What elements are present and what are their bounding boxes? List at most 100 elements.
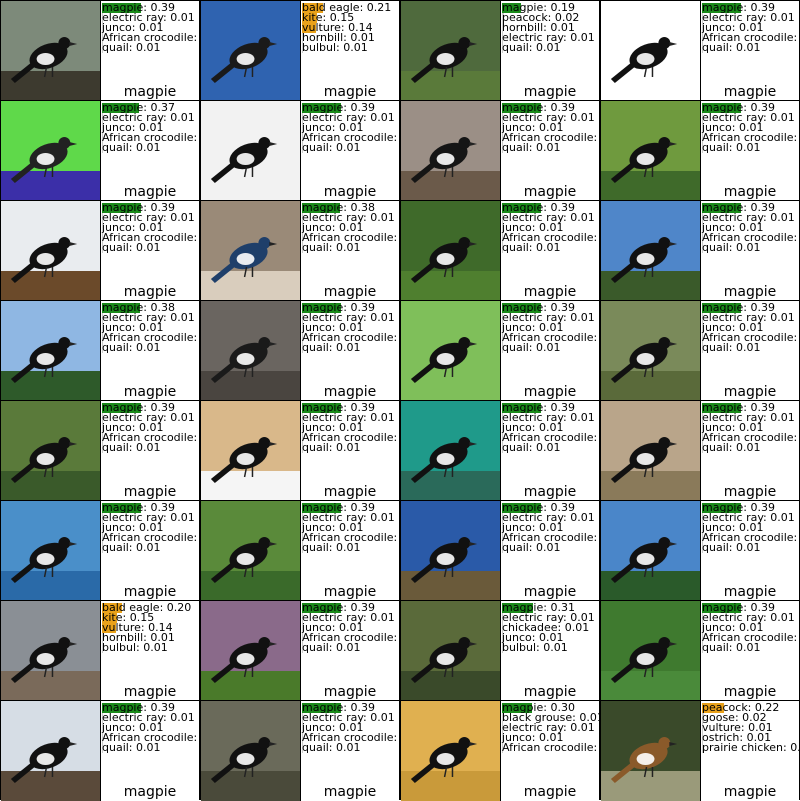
prediction-row: junco: 0.01 bbox=[302, 322, 399, 333]
prediction-row: quail: 0.01 bbox=[502, 542, 599, 553]
prediction-row: quail: 0.01 bbox=[102, 542, 199, 553]
result-cell: magpie: 0.39 electric ray: 0.01 junco: 0.0… bbox=[600, 500, 800, 601]
prediction-list: magpie: 0.39 electric ray: 0.01 junco: 0.0… bbox=[102, 402, 199, 453]
prediction-text: African crocodile: 0.01 bbox=[302, 231, 399, 244]
confidence-bar bbox=[702, 23, 703, 33]
prediction-text: junco: 0.01 bbox=[102, 121, 164, 134]
prediction-text: African crocodile: 0.01 bbox=[502, 741, 599, 754]
prediction-text: African crocodile: 0.01 bbox=[102, 531, 199, 544]
prediction-list: magpie: 0.39 electric ray: 0.01 junco: 0.0… bbox=[302, 502, 399, 553]
confidence-bar bbox=[502, 213, 503, 223]
confidence-bar bbox=[702, 143, 703, 153]
prediction-text: magpie: 0.39 bbox=[102, 701, 175, 714]
prediction-row: junco: 0.01 bbox=[102, 322, 199, 333]
confidence-bar bbox=[502, 543, 503, 553]
prediction-panel: magpie: 0.39 electric ray: 0.01 junco: 0.0… bbox=[300, 301, 399, 401]
prediction-row: magpie: 0.39 bbox=[302, 302, 399, 313]
prediction-text: junco: 0.01 bbox=[102, 421, 164, 434]
prediction-row: quail: 0.01 bbox=[302, 442, 399, 453]
result-cell: magpie: 0.38 electric ray: 0.01 junco: 0.0… bbox=[0, 300, 200, 401]
confidence-bar bbox=[302, 743, 303, 753]
prediction-text: junco: 0.01 bbox=[302, 221, 364, 234]
prediction-text: junco: 0.01 bbox=[102, 721, 164, 734]
prediction-row: African crocodile: 0.01 bbox=[502, 741, 599, 754]
confidence-bar bbox=[702, 623, 703, 633]
prediction-row: quail: 0.01 bbox=[702, 542, 799, 553]
prediction-panel: magpie: 0.37 electric ray: 0.01 junco: 0.0… bbox=[100, 101, 199, 201]
prediction-text: magpie: 0.38 bbox=[302, 201, 375, 214]
prediction-row: magpie: 0.38 bbox=[302, 201, 399, 214]
confidence-bar bbox=[102, 603, 122, 613]
bird-photo bbox=[1, 701, 100, 801]
prediction-row: quail: 0.01 bbox=[702, 442, 799, 453]
confidence-bar bbox=[502, 503, 541, 513]
confidence-bar bbox=[302, 103, 341, 113]
prediction-text: magpie: 0.39 bbox=[302, 401, 375, 414]
prediction-text: electric ray: 0.01 bbox=[702, 611, 795, 624]
ground-truth-label: magpie bbox=[123, 84, 177, 100]
confidence-bar bbox=[102, 3, 141, 13]
confidence-bar bbox=[502, 113, 503, 123]
prediction-row: vulture: 0.01 bbox=[702, 722, 799, 733]
prediction-row: quail: 0.01 bbox=[502, 442, 599, 453]
prediction-text: junco: 0.01 bbox=[702, 421, 764, 434]
ground-truth-label: magpie bbox=[323, 784, 377, 800]
prediction-text: quail: 0.01 bbox=[302, 741, 361, 754]
confidence-bar bbox=[502, 743, 503, 753]
prediction-text: magpie: 0.39 bbox=[702, 501, 775, 514]
confidence-bar bbox=[502, 713, 503, 723]
prediction-row: electric ray: 0.01 bbox=[502, 411, 599, 424]
confidence-bar bbox=[102, 313, 103, 323]
prediction-text: African crocodile: 0.01 bbox=[102, 31, 199, 44]
prediction-row: bulbul: 0.01 bbox=[102, 642, 199, 653]
confidence-bar bbox=[302, 543, 303, 553]
confidence-bar bbox=[302, 223, 303, 233]
confidence-bar bbox=[502, 523, 503, 533]
prediction-row: electric ray: 0.01 bbox=[702, 212, 799, 223]
prediction-row: junco: 0.01 bbox=[702, 22, 799, 33]
prediction-text: electric ray: 0.01 bbox=[502, 411, 595, 424]
prediction-text: quail: 0.01 bbox=[502, 241, 561, 254]
bird-photo bbox=[201, 1, 300, 101]
confidence-bar bbox=[102, 343, 103, 353]
prediction-row: electric ray: 0.01 bbox=[702, 112, 799, 123]
ground-truth-label: magpie bbox=[523, 184, 577, 200]
prediction-text: African crocodile: 0.01 bbox=[102, 331, 199, 344]
prediction-text: magpie: 0.39 bbox=[302, 601, 375, 614]
result-cell: magpie: 0.39 electric ray: 0.01 junco: 0.0… bbox=[600, 600, 800, 701]
bird-photo bbox=[1, 1, 100, 101]
confidence-bar bbox=[102, 643, 103, 653]
prediction-row: African crocodile: 0.01 bbox=[702, 32, 799, 43]
ground-truth-label: magpie bbox=[723, 784, 777, 800]
ground-truth-label: magpie bbox=[523, 684, 577, 700]
prediction-row: vulture: 0.14 bbox=[102, 622, 199, 633]
prediction-row: hornbill: 0.01 bbox=[302, 32, 399, 43]
prediction-text: junco: 0.01 bbox=[302, 721, 364, 734]
prediction-row: electric ray: 0.01 bbox=[102, 512, 199, 523]
prediction-text: junco: 0.01 bbox=[502, 221, 564, 234]
confidence-bar bbox=[102, 523, 103, 533]
prediction-text: ostrich: 0.01 bbox=[702, 731, 772, 744]
confidence-bar bbox=[302, 603, 341, 613]
result-cell: magpie: 0.39 electric ray: 0.01 junco: 0.0… bbox=[200, 500, 400, 601]
ground-truth-label: magpie bbox=[523, 484, 577, 500]
confidence-bar bbox=[102, 413, 103, 423]
ground-truth-label: magpie bbox=[723, 484, 777, 500]
confidence-bar bbox=[302, 313, 303, 323]
prediction-text: quail: 0.01 bbox=[702, 141, 761, 154]
prediction-row: electric ray: 0.01 bbox=[702, 412, 799, 423]
prediction-row: electric ray: 0.01 bbox=[102, 12, 199, 23]
prediction-row: kite: 0.15 bbox=[302, 12, 399, 23]
prediction-text: magpie: 0.39 bbox=[702, 601, 775, 614]
result-cell: magpie: 0.31 electric ray: 0.01 chickadee:… bbox=[400, 600, 600, 701]
bird-photo bbox=[1, 201, 100, 301]
confidence-bar bbox=[302, 333, 303, 343]
confidence-bar bbox=[502, 433, 503, 443]
prediction-row: magpie: 0.37 bbox=[102, 102, 199, 113]
result-cell: magpie: 0.39 electric ray: 0.01 junco: 0.0… bbox=[400, 100, 600, 201]
ground-truth-label: magpie bbox=[723, 384, 777, 400]
prediction-text: quail: 0.01 bbox=[302, 641, 361, 654]
result-cell: peacock: 0.22 goose: 0.02 vulture: 0.01 ost… bbox=[600, 700, 800, 801]
result-cell: magpie: 0.39 electric ray: 0.01 junco: 0.0… bbox=[400, 400, 600, 501]
confidence-bar bbox=[302, 533, 303, 543]
